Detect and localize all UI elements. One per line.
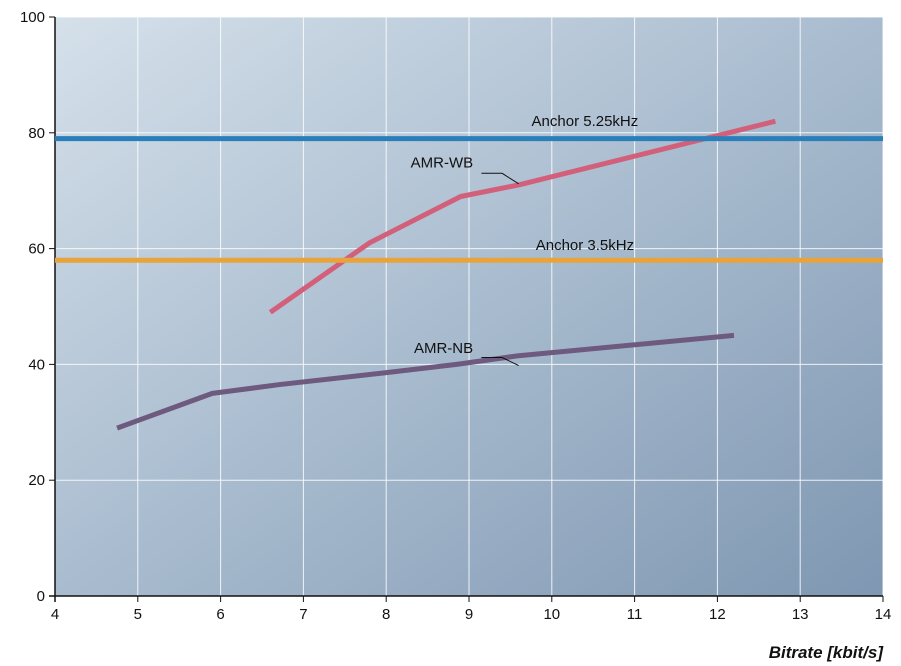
y-tick-label: 100 (20, 9, 45, 26)
x-tick-label: 8 (382, 606, 390, 623)
series-line (268, 118, 777, 315)
y-tick-label: 40 (28, 356, 45, 373)
axes (49, 16, 884, 602)
series-label: AMR-NB (414, 340, 473, 357)
grid (55, 16, 884, 596)
y-tick-labels: 0 20 40 60 80 100 (20, 9, 45, 605)
x-tick-label: 7 (299, 606, 307, 623)
y-tick-label: 60 (28, 241, 45, 258)
x-tick-label: 12 (709, 606, 726, 623)
series-label: AMR-WB (411, 155, 474, 172)
series-line (116, 332, 735, 431)
x-axis-title: Bitrate [kbit/s] (769, 643, 885, 662)
x-tick-label: 13 (792, 606, 809, 623)
y-tick-label: 80 (28, 125, 45, 142)
series-group (55, 118, 883, 431)
x-tick-label: 10 (543, 606, 560, 623)
series-label: Anchor 3.5kHz (536, 237, 634, 254)
x-tick-labels: 4 5 6 7 8 9 10 11 12 13 14 (51, 606, 892, 623)
y-tick-label: 20 (28, 472, 45, 489)
label-leader-line (481, 357, 519, 367)
x-tick-label: 4 (51, 606, 59, 623)
x-tick-label: 6 (216, 606, 224, 623)
x-tick-label: 5 (134, 606, 142, 623)
x-tick-label: 14 (875, 606, 892, 623)
y-tick-label: 0 (37, 588, 45, 605)
series-labels: AMR-WB AMR-NB Anchor 5.25kHz Anchor 3.5kHz (411, 113, 639, 367)
x-tick-label: 9 (465, 606, 473, 623)
label-leader-line (481, 172, 519, 185)
x-tick-label: 11 (627, 606, 643, 623)
series-label: Anchor 5.25kHz (532, 113, 639, 130)
